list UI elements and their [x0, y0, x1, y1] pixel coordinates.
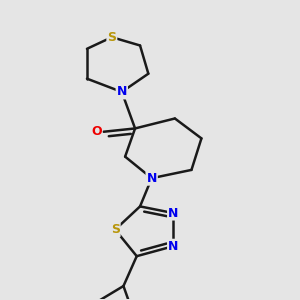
Text: N: N [168, 240, 178, 253]
Text: N: N [146, 172, 157, 185]
Text: O: O [91, 125, 102, 138]
Text: N: N [168, 206, 178, 220]
Text: N: N [117, 85, 127, 98]
Text: S: S [111, 223, 120, 236]
Text: S: S [107, 31, 116, 44]
